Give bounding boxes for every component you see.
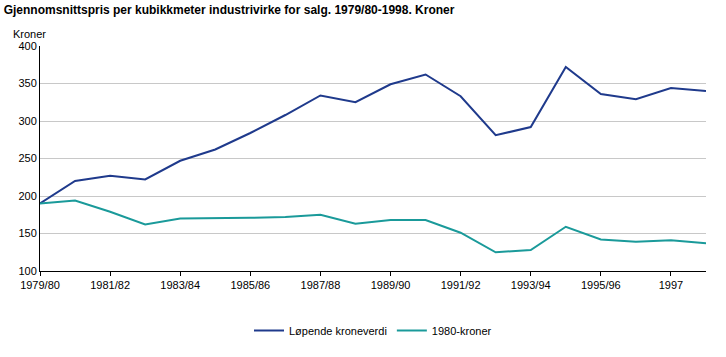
svg-text:1993/94: 1993/94 [511,279,551,291]
svg-text:Løpende kroneverdi: Løpende kroneverdi [289,325,387,337]
svg-text:1983/84: 1983/84 [160,279,200,291]
svg-text:Gjennomsnittspris per kubikkme: Gjennomsnittspris per kubikkmeter indust… [4,3,455,17]
svg-text:250: 250 [18,152,36,164]
svg-text:100: 100 [18,265,36,277]
svg-text:1980-kroner: 1980-kroner [432,325,492,337]
svg-text:Kroner: Kroner [13,28,46,40]
svg-text:1985/86: 1985/86 [230,279,270,291]
svg-text:200: 200 [18,190,36,202]
svg-text:350: 350 [18,77,36,89]
svg-text:1995/96: 1995/96 [581,279,621,291]
svg-text:1991/92: 1991/92 [441,279,481,291]
svg-text:1987/88: 1987/88 [301,279,341,291]
svg-text:300: 300 [18,115,36,127]
svg-text:150: 150 [18,227,36,239]
svg-text:1981/82: 1981/82 [90,279,130,291]
svg-text:1979/80: 1979/80 [20,279,60,291]
svg-text:1989/90: 1989/90 [371,279,411,291]
svg-text:1997: 1997 [659,279,683,291]
svg-text:400: 400 [18,40,36,52]
